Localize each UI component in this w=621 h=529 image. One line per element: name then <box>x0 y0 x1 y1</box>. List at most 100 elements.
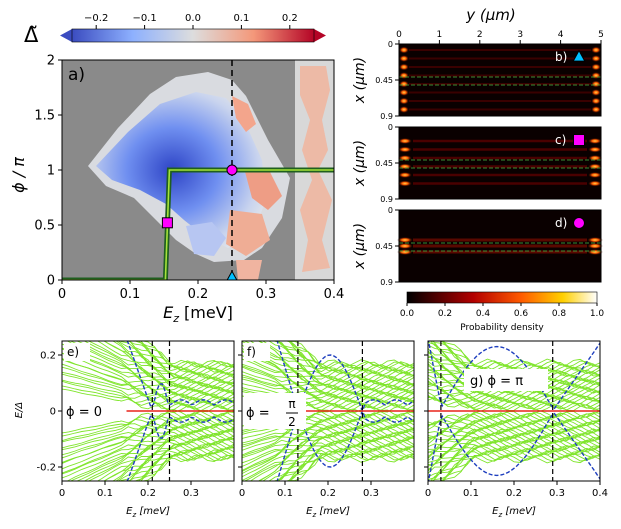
density-spot <box>588 146 602 153</box>
band-line <box>242 434 414 481</box>
band-line <box>442 341 600 368</box>
density-spot <box>398 138 412 144</box>
density-spot <box>591 46 601 54</box>
density-ylabel: x (μm) <box>352 223 368 270</box>
plot-a-ytick-label: 0.5 <box>34 219 55 234</box>
density-ylabel: x (μm) <box>352 57 368 104</box>
panel-label: d) <box>555 216 567 230</box>
colorbar-bcd-tick-label: 0.4 <box>476 309 491 319</box>
band-line <box>139 341 234 369</box>
efg-xtick-label: 0.3 <box>183 488 199 499</box>
efg-xtick-label: 0 <box>425 488 431 499</box>
bcd-top-xlabel: y (μm) <box>465 6 516 24</box>
band-line <box>275 341 414 377</box>
efg-xtick-label: 0.2 <box>506 488 522 499</box>
band-line <box>103 341 234 384</box>
colorbar-bcd-tick-label: 0.8 <box>552 309 567 319</box>
efg-xtick-label: 0.2 <box>140 488 156 499</box>
band-line <box>242 341 414 388</box>
panels-bcd: y (μm) 0 1 2 3 4 5 b) 0 0.45 0.9 x (μm) c) 0 0.45 0.9… <box>352 6 604 333</box>
band-line <box>287 453 414 481</box>
density-ytick-label: 0.9 <box>380 112 393 121</box>
band-line <box>242 376 414 404</box>
panel-b: b) 0 0.45 0.9 x (μm) <box>352 40 602 121</box>
density-ytick-label: 0 <box>388 206 393 215</box>
density-ytick-label: 0.45 <box>375 242 393 251</box>
band-line <box>242 374 414 404</box>
bcd-top-tick-label: 2 <box>477 30 483 40</box>
band-line <box>428 436 600 467</box>
band-line <box>284 341 414 367</box>
phase-label: ϕ = 0 <box>66 405 102 420</box>
plot-a-ylabel: ϕ / π <box>9 157 28 193</box>
band-line <box>428 444 600 480</box>
band-line <box>428 377 600 399</box>
density-spot <box>588 138 602 144</box>
panel-marker-triangle <box>572 49 586 62</box>
density-map-background <box>399 44 601 116</box>
density-spot <box>399 46 409 54</box>
plot-a-panel-label: a) <box>68 65 85 85</box>
band-line <box>428 433 600 461</box>
plot-a-marker-circle <box>226 164 238 176</box>
band-line <box>112 341 234 382</box>
density-spot <box>399 72 409 79</box>
band-line <box>249 436 414 481</box>
band-line <box>290 341 414 369</box>
plot-a-xtick-label: 0.3 <box>256 287 277 302</box>
lowest-band-line <box>428 411 600 481</box>
band-line <box>441 450 600 481</box>
colorbar-a-tick-label: 0.2 <box>282 13 298 24</box>
lowest-band-line <box>276 341 414 414</box>
band-line <box>428 423 600 445</box>
band-line <box>242 351 414 393</box>
plot-a-marker-triangle <box>226 270 238 280</box>
band-line <box>428 435 600 466</box>
band-line <box>119 443 234 481</box>
band-line <box>133 341 234 368</box>
band-line <box>62 426 234 475</box>
bcd-top-tick-label: 5 <box>598 30 604 40</box>
band-line <box>287 341 414 369</box>
density-ytick-label: 0.9 <box>380 278 393 287</box>
band-line <box>62 410 234 437</box>
band-line <box>290 453 414 481</box>
bcd-top-tick-label: 1 <box>437 30 443 40</box>
plot-a-red-patch-1 <box>232 96 256 132</box>
plot-a-red-patch-3 <box>226 210 270 256</box>
efg-xlabel: Ez [meV] <box>126 506 170 519</box>
efg-ytick-label: 0 <box>50 407 56 418</box>
band-line <box>284 455 414 481</box>
band-line <box>442 454 600 481</box>
panels-efg: E/Δ 0 0.1 0.2 0.3 -0.2 0 0.2 Ez [meV] e) ϕ = 0 0 0.… <box>14 340 608 519</box>
band-line <box>288 450 414 481</box>
density-spot <box>591 106 601 113</box>
density-spot <box>399 97 409 105</box>
band-line <box>129 341 234 376</box>
efg-xtick-label: 0.2 <box>320 488 336 499</box>
density-spot <box>399 80 409 88</box>
colorbar-bcd-tick-label: 0.6 <box>514 309 529 319</box>
plot-a-xtick-label: 0 <box>58 287 66 302</box>
band-line <box>62 348 234 397</box>
colorbar-bcd: 0.0 0.2 0.4 0.6 0.8 1.0 Probability density <box>400 291 604 333</box>
bcd-top-tick-label: 3 <box>517 30 523 40</box>
panel-g: 0 0.1 0.2 0.3 0.4 Ez [meV] g) ϕ = π <box>424 340 608 519</box>
band-line <box>119 341 234 379</box>
band-line <box>288 341 414 372</box>
density-spot <box>588 172 602 178</box>
colorbar-bcd-ramp <box>406 291 598 304</box>
colorbar-a-tick-label: −0.1 <box>132 13 156 24</box>
band-line <box>428 445 600 481</box>
density-spot <box>591 97 601 105</box>
band-line <box>87 341 234 389</box>
plot-a-xtick-label: 0.1 <box>120 287 141 302</box>
band-line <box>62 347 234 396</box>
colorbar-a: −0.2 −0.1 0.0 0.1 0.2 Δ̃ <box>24 13 326 47</box>
band-line <box>428 426 600 450</box>
density-spot <box>587 237 603 243</box>
efg-ytick-label: 0.2 <box>40 351 56 362</box>
colorbar-a-left-tip <box>60 29 72 42</box>
band-line <box>243 341 414 387</box>
